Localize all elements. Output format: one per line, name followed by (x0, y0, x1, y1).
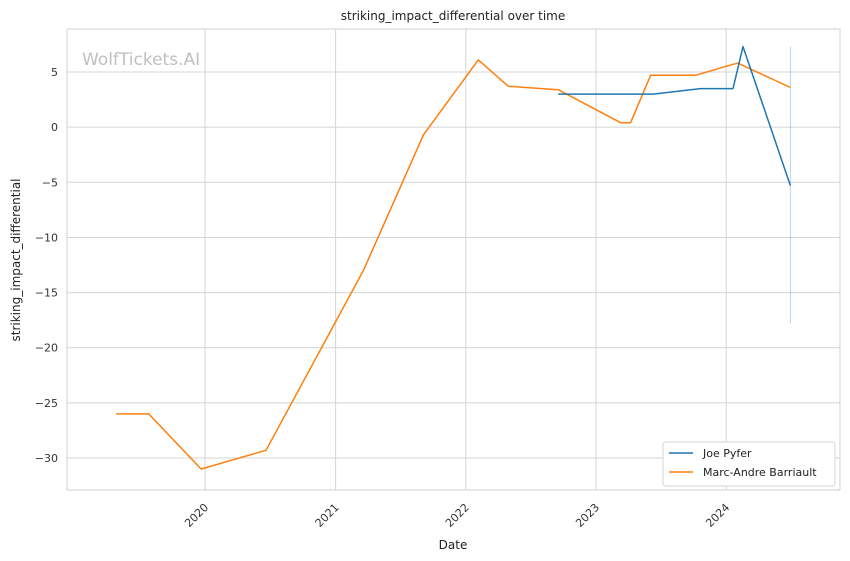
x-tick-labels: 2020 2021 2022 2023 2024 (182, 501, 732, 530)
series-line-joe-pyfer (558, 45, 792, 186)
watermark-text: WolfTickets.AI (82, 50, 200, 70)
grid-lines (67, 29, 840, 490)
legend: Joe Pyfer Marc-Andre Barriault (662, 441, 836, 487)
y-tick-label: −10 (35, 231, 58, 244)
x-axis-title: Date (439, 538, 468, 552)
x-tick-label: 2023 (573, 501, 602, 530)
legend-label: Joe Pyfer (702, 447, 752, 460)
y-tick-label: −5 (42, 176, 58, 189)
plot-area (66, 28, 841, 491)
y-tick-label: 5 (51, 66, 58, 79)
chart-title: striking_impact_differential over time (341, 9, 566, 23)
y-axis-title: striking_impact_differential (9, 178, 23, 341)
x-tick-label: 2024 (703, 501, 732, 530)
legend-label: Marc-Andre Barriault (703, 466, 817, 479)
y-tick-label: −15 (35, 287, 58, 300)
y-tick-label: −30 (35, 452, 58, 465)
x-tick-label: 2022 (443, 501, 472, 530)
y-tick-labels: 5 0 −5 −10 −15 −20 −25 −30 (35, 66, 58, 465)
y-tick-label: −25 (35, 397, 58, 410)
y-tick-label: −20 (35, 342, 58, 355)
series-line-marc-andre-barriault (116, 59, 791, 470)
x-tick-label: 2021 (313, 501, 342, 530)
y-tick-label: 0 (51, 121, 58, 134)
series-lines (116, 45, 792, 470)
x-tick-label: 2020 (182, 501, 211, 530)
legend-box (662, 441, 836, 487)
